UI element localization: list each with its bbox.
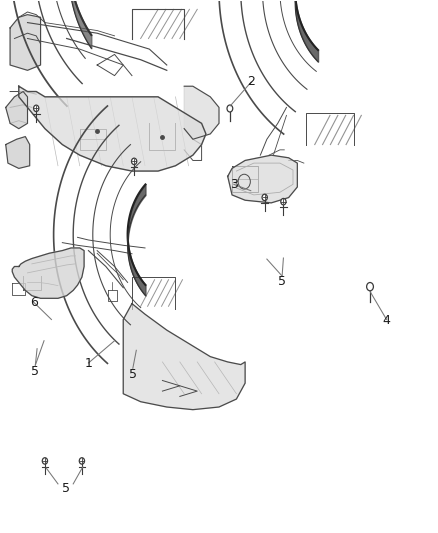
Text: 5: 5: [278, 276, 286, 288]
Circle shape: [79, 458, 85, 464]
Polygon shape: [12, 248, 84, 298]
Polygon shape: [228, 155, 297, 203]
Circle shape: [227, 105, 233, 112]
Circle shape: [281, 198, 286, 205]
Text: 1: 1: [85, 357, 92, 369]
Polygon shape: [184, 86, 219, 139]
Text: 5: 5: [62, 482, 70, 495]
Text: 2: 2: [247, 76, 255, 88]
Polygon shape: [19, 86, 206, 171]
Polygon shape: [6, 136, 30, 168]
Circle shape: [131, 158, 137, 165]
Circle shape: [42, 458, 48, 464]
Polygon shape: [6, 92, 28, 128]
Text: 3: 3: [230, 178, 238, 191]
Text: 6: 6: [30, 296, 38, 309]
Circle shape: [34, 105, 39, 111]
Circle shape: [262, 194, 267, 200]
Text: 5: 5: [129, 368, 137, 381]
Text: 4: 4: [383, 314, 391, 327]
Polygon shape: [123, 304, 245, 410]
Circle shape: [367, 282, 374, 291]
Polygon shape: [10, 14, 41, 70]
Text: 5: 5: [32, 365, 39, 378]
